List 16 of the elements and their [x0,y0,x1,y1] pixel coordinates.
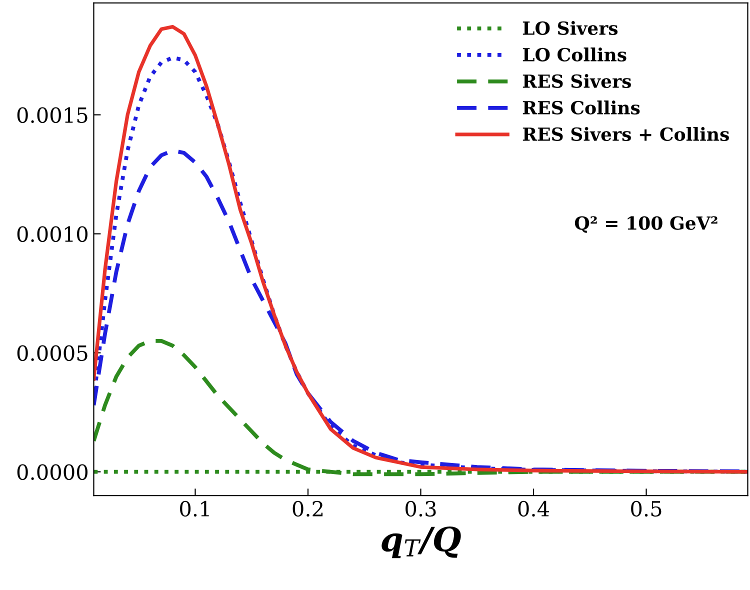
x-tick-label: 0.4 [518,500,550,517]
x-tick-label: 0.2 [292,500,323,517]
y-tick-label: 0.0015 [17,107,88,124]
annotation: Q² = 100 GeV² [574,216,718,233]
y-tick-label: 0.0010 [17,226,88,242]
legend-label: RES Sivers [522,74,631,88]
y-tick-label: 0.0005 [17,345,88,362]
x-tick-label: 0.3 [406,500,436,517]
x-tick-label: 0.1 [180,500,209,517]
y-tick-label: 0.0000 [17,464,88,480]
legend-label: RES Sivers + Collins [522,127,729,141]
x-tick-label: 0.5 [631,500,662,517]
legend-label: LO Collins [522,48,626,62]
legend-label: RES Collins [522,100,640,114]
x-axis-title: q$_{T}$/Q [382,526,461,558]
legend-label: LO Sivers [522,21,618,35]
